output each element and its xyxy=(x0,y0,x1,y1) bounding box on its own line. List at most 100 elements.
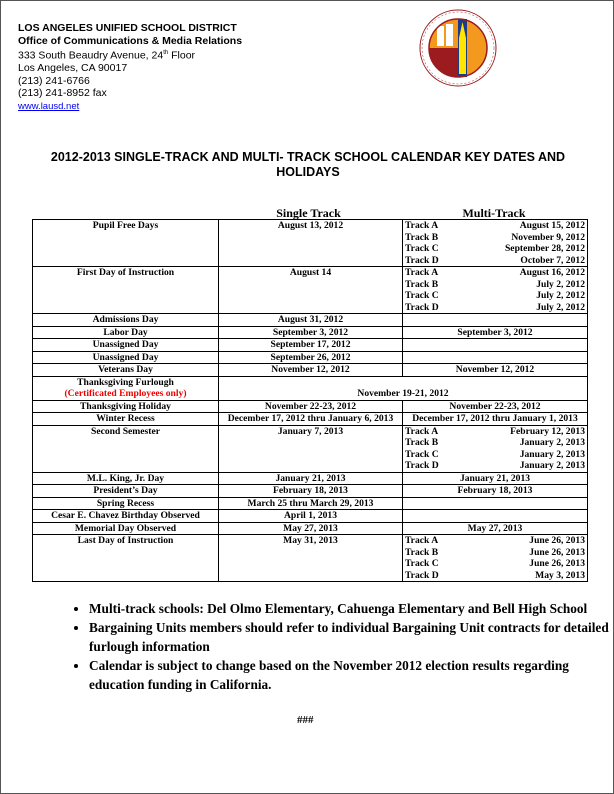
calendar-table: Pupil Free Days August 13, 2012 Track A Aug… xyxy=(32,219,588,582)
event-name: Thanksgiving Furlough (Certificated Emplo… xyxy=(32,375,219,401)
single-track-date: September 17, 2012 xyxy=(218,338,403,352)
single-track-date: April 1, 2013 xyxy=(218,509,403,523)
track-line: Track D January 2, 2013 xyxy=(405,460,585,472)
multi-track-date: December 17, 2012 thru January 1, 2013 xyxy=(402,412,588,426)
track-date: October 7, 2012 xyxy=(520,254,585,266)
track-date: May 3, 2013 xyxy=(535,569,585,581)
single-track-date: December 17, 2012 thru January 6, 2013 xyxy=(218,412,403,426)
track-name: Track A xyxy=(405,220,439,231)
track-date: July 2, 2012 xyxy=(536,278,585,290)
multi-track-date xyxy=(402,509,588,523)
table-row: Second Semester January 7, 2013 Track A Feb… xyxy=(32,424,588,473)
address-line-1: 333 South Beaudry Avenue, 24th Floor xyxy=(18,47,242,62)
table-row: Thanksgiving Furlough (Certificated Emplo… xyxy=(32,375,588,401)
event-label: Winter Recess xyxy=(96,413,155,424)
track-line: Track D July 2, 2012 xyxy=(405,302,585,314)
single-track-date: November 12, 2012 xyxy=(218,363,403,377)
note-item: Calendar is subject to change based on t… xyxy=(89,656,609,694)
event-label: Thanksgiving Holiday xyxy=(80,400,171,412)
event-label: Last Day of Instruction xyxy=(77,535,174,546)
table-row: Thanksgiving Holiday November 22-23, 2012… xyxy=(32,399,588,413)
multi-track-dates: Track A August 16, 2012 Track B July 2, 201… xyxy=(402,266,588,314)
multi-track-date xyxy=(402,496,588,510)
multi-track-dates: Track A February 12, 2013 Track B January 2… xyxy=(402,424,588,473)
track-date: February 12, 2013 xyxy=(510,425,585,437)
track-line: Track D May 3, 2013 xyxy=(405,570,585,582)
event-label: Unassigned Day xyxy=(92,351,159,363)
table-row: Labor Day September 3, 2012 September 3, 2… xyxy=(32,325,588,339)
track-date: June 26, 2013 xyxy=(529,546,585,558)
track-date: January 2, 2013 xyxy=(519,448,585,460)
multi-track-date: September 3, 2012 xyxy=(402,325,588,339)
table-row: Cesar E. Chavez Birthday Observed April 1… xyxy=(32,509,588,523)
track-name: Track A xyxy=(405,535,439,546)
track-line: Track B November 9, 2012 xyxy=(405,232,585,244)
single-track-date: November 22-23, 2012 xyxy=(218,399,403,413)
website-link[interactable]: www.lausd.net xyxy=(18,100,80,112)
single-track-date: September 26, 2012 xyxy=(218,350,403,364)
event-label: Unassigned Day xyxy=(92,339,159,350)
event-name: First Day of Instruction xyxy=(32,266,219,314)
multi-track-date xyxy=(402,350,588,364)
event-name: Admissions Day xyxy=(32,313,219,327)
event-name: Cesar E. Chavez Birthday Observed xyxy=(32,509,219,523)
event-label: Pupil Free Days xyxy=(92,220,159,231)
single-track-date: August 13, 2012 xyxy=(218,219,403,267)
track-line: Track C July 2, 2012 xyxy=(405,290,585,302)
track-name: Track B xyxy=(405,231,439,243)
end-mark: ### xyxy=(297,714,314,726)
single-track-date: March 25 thru March 29, 2013 xyxy=(218,496,403,510)
event-label: Memorial Day Observed xyxy=(74,522,177,534)
event-label: Labor Day xyxy=(103,326,148,338)
track-line: Track B June 26, 2013 xyxy=(405,547,585,559)
event-label: Admissions Day xyxy=(92,314,159,325)
track-date: June 26, 2013 xyxy=(529,535,585,546)
letterhead: LOS ANGELES UNIFIED SCHOOL DISTRICT Offi… xyxy=(18,22,242,113)
multi-track-heading: Multi-Track xyxy=(462,206,526,220)
table-row: Admissions Day August 31, 2012 xyxy=(32,313,588,327)
track-line: Track A August 15, 2012 xyxy=(405,220,585,232)
event-name: M.L. King, Jr. Day xyxy=(32,471,219,485)
track-name: Track C xyxy=(405,290,439,301)
track-name: Track C xyxy=(405,558,439,569)
multi-track-dates: Track A August 15, 2012 Track B November 9,… xyxy=(402,219,588,267)
track-name: Track A xyxy=(405,425,439,437)
track-date: June 26, 2013 xyxy=(529,558,585,569)
track-name: Track C xyxy=(405,448,439,460)
event-label: Veterans Day xyxy=(98,364,153,375)
track-name: Track B xyxy=(405,437,439,448)
event-name: Veterans Day xyxy=(32,363,219,377)
fax: (213) 241-8952 fax xyxy=(18,87,107,99)
single-track-date: September 3, 2012 xyxy=(218,325,403,339)
event-name: Spring Recess xyxy=(32,496,219,510)
multi-track-date: February 18, 2013 xyxy=(402,484,588,498)
office-name: Office of Communications & Media Relatio… xyxy=(18,34,243,47)
lausd-seal-logo xyxy=(419,9,497,87)
note-item: Multi-track schools: Del Olmo Elementary… xyxy=(89,599,609,618)
event-name: Last Day of Instruction xyxy=(32,534,219,582)
note-item: Bargaining Units members should refer to… xyxy=(89,618,609,656)
event-label: President’s Day xyxy=(93,485,158,496)
event-note: (Certificated Employees only) xyxy=(64,388,187,399)
multi-track-date: May 27, 2013 xyxy=(402,521,588,535)
track-date: January 2, 2013 xyxy=(519,437,585,448)
track-date: July 2, 2012 xyxy=(536,301,585,313)
track-date: August 15, 2012 xyxy=(519,220,585,231)
table-row: M.L. King, Jr. Day January 21, 2013 Januar… xyxy=(32,471,588,485)
single-track-date: January 7, 2013 xyxy=(218,424,403,473)
notes-list: Multi-track schools: Del Olmo Elementary… xyxy=(69,599,609,694)
track-date: January 2, 2013 xyxy=(519,460,585,471)
track-name: Track A xyxy=(405,267,439,278)
track-name: Track D xyxy=(405,301,439,313)
table-row: Spring Recess March 25 thru March 29, 201… xyxy=(32,496,588,510)
single-track-date: February 18, 2013 xyxy=(218,484,403,498)
event-label: Second Semester xyxy=(90,425,160,437)
event-name: Unassigned Day xyxy=(32,350,219,364)
track-line: Track B January 2, 2013 xyxy=(405,437,585,449)
table-row: President’s Day February 18, 2013 February… xyxy=(32,484,588,498)
multi-track-date: January 21, 2013 xyxy=(402,471,588,485)
track-line: Track C June 26, 2013 xyxy=(405,558,585,570)
table-row: Last Day of Instruction May 31, 2013 Track… xyxy=(32,534,588,582)
address-line-2: Los Angeles, CA 90017 xyxy=(18,62,128,74)
event-name: Second Semester xyxy=(32,424,219,473)
